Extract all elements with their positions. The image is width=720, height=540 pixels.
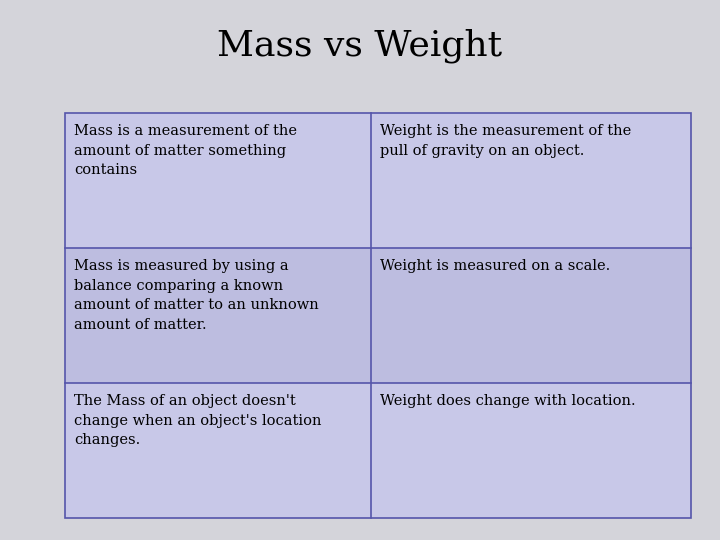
Text: Weight does change with location.: Weight does change with location. [380, 394, 636, 408]
Bar [65, 113, 691, 518]
Bar [65, 383, 371, 518]
Bar [371, 383, 691, 518]
Bar [371, 248, 691, 383]
Text: Weight is measured on a scale.: Weight is measured on a scale. [380, 259, 611, 273]
Text: Weight is the measurement of the
pull of gravity on an object.: Weight is the measurement of the pull of… [380, 124, 631, 158]
Bar [65, 113, 371, 248]
Text: Mass is measured by using a
balance comparing a known
amount of matter to an unk: Mass is measured by using a balance comp… [74, 259, 319, 332]
Bar [65, 248, 371, 383]
Text: Mass is a measurement of the
amount of matter something
contains: Mass is a measurement of the amount of m… [74, 124, 297, 177]
Text: The Mass of an object doesn't
change when an object's location
changes.: The Mass of an object doesn't change whe… [74, 394, 322, 447]
Bar [371, 113, 691, 248]
Text: Mass vs Weight: Mass vs Weight [217, 29, 503, 63]
